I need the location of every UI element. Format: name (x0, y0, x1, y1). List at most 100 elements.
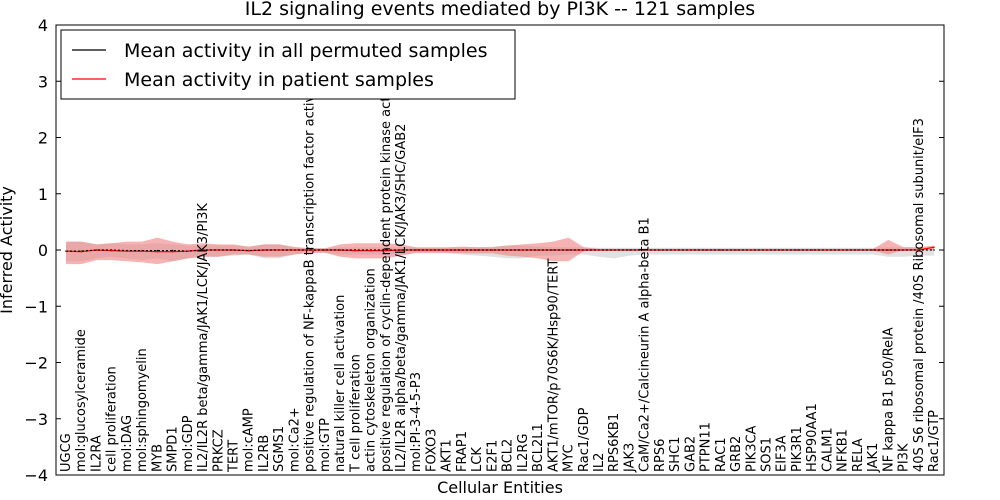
patient-point (720, 249, 722, 251)
y-tick-label: −4 (24, 466, 48, 485)
x-category-label: GRB2 (729, 436, 744, 472)
x-category-label: AKT1/mTOR/p70S6K/Hsp90/TERT (546, 259, 561, 472)
patient-point (765, 249, 768, 251)
x-category-label: SHC1 (668, 437, 683, 472)
x-category-label: BCL2L1 (531, 423, 546, 472)
x-category-label: natural killer cell activation (333, 295, 348, 472)
patient-point (400, 249, 402, 251)
x-category-label: CALM1 (820, 427, 835, 472)
y-tick-label: 3 (38, 72, 48, 91)
patient-point (156, 250, 159, 253)
legend-label-permuted: Mean activity in all permuted samples (124, 40, 487, 62)
patient-point (796, 249, 798, 251)
x-category-label: E2F1 (485, 440, 500, 472)
x-category-label: EIF3A (775, 435, 790, 472)
patient-point (141, 250, 143, 252)
x-category-label: SOS1 (760, 437, 775, 472)
x-category-label: actin cytoskeleton organization (364, 268, 379, 472)
patient-point (704, 249, 707, 251)
x-category-label: IL2RB (257, 435, 272, 472)
x-category-label: Rac1/GDP (577, 407, 592, 472)
x-axis-title: Cellular Entities (437, 478, 563, 497)
x-category-label: Rac1/GTP (927, 410, 942, 472)
patient-point (522, 249, 524, 251)
x-category-label: mol:glucosylceramide (74, 329, 89, 472)
patient-point (263, 249, 265, 251)
x-category-label: PIK3R1 (790, 426, 805, 472)
patient-point (308, 249, 311, 251)
series-lines (65, 246, 935, 253)
x-category-label: mol:GTP (318, 418, 333, 472)
x-category-label: T cell proliferation (348, 354, 363, 473)
patient-point (461, 249, 463, 251)
legend-label-patient: Mean activity in patient samples (124, 69, 434, 91)
y-tick-label: 2 (38, 129, 48, 148)
x-category-label: positive regulation of cyclin-dependent … (379, 69, 394, 472)
confidence-bands (66, 237, 934, 265)
x-category-label: PIK3CA (744, 425, 759, 472)
patient-point (171, 250, 174, 253)
x-category-label: SGMS1 (272, 426, 287, 472)
x-category-label: PI3K (897, 443, 912, 472)
patient-point (598, 249, 600, 251)
x-category-label: GAB2 (683, 436, 698, 472)
x-category-label: mol:cAMP (242, 408, 257, 472)
x-category-label: SMPD1 (166, 426, 181, 472)
patient-point (552, 249, 555, 251)
patient-point (537, 249, 539, 251)
x-category-label: mol:PI-3-4-5-P3 (409, 372, 424, 472)
patient-point (567, 249, 570, 251)
patient-point (232, 249, 235, 251)
patient-point (126, 250, 128, 252)
patient-point (80, 250, 83, 253)
x-category-label: RPS6 (653, 439, 668, 472)
legend: Mean activity in all permuted samples Me… (60, 29, 516, 100)
patient-point (65, 250, 67, 252)
x-category-label: mol:DAG (120, 415, 135, 472)
patient-point (506, 249, 509, 251)
x-category-label: UGCG (59, 433, 74, 472)
patient-point (110, 249, 113, 252)
patient-point (917, 249, 920, 251)
patient-point (872, 249, 874, 251)
x-category-label: IL2/IL2R beta/gamma/JAK1/LCK/JAK3/PI3K (196, 203, 211, 472)
y-axis-title: Inferred Activity (0, 186, 16, 314)
patient-point (811, 249, 813, 251)
x-category-label: FOXO3 (425, 429, 440, 472)
patient-point (750, 249, 753, 251)
x-category-label: mol:GDP (181, 415, 196, 472)
x-category-label: JAK1 (866, 443, 881, 473)
patient-point (415, 249, 418, 251)
permuted-point (933, 249, 935, 251)
patient-point (278, 249, 280, 251)
patient-point (187, 250, 189, 252)
patient-point (476, 249, 478, 251)
x-category-label: PRKCZ (211, 429, 226, 472)
permuted-point (171, 249, 174, 252)
patient-point (247, 249, 250, 252)
patient-point (841, 249, 844, 251)
patient-point (628, 249, 631, 251)
y-tick-label: 0 (38, 241, 48, 260)
patient-point (95, 249, 98, 251)
chart-title: IL2 signaling events mediated by PI3K --… (245, 0, 755, 20)
patient-point (202, 249, 204, 251)
x-category-label: 40S S6 ribosomal protein /40S Ribosomal … (912, 118, 927, 472)
legend-box (60, 29, 516, 100)
patient-point (430, 249, 433, 251)
patient-point (659, 249, 661, 251)
y-tick-label: −3 (24, 410, 48, 429)
y-axis-ticks: −4 −3 −2 −1 0 1 2 3 4 (24, 16, 944, 485)
patient-point (445, 249, 448, 251)
x-category-label: mol:sphingomyelin (135, 348, 150, 472)
x-category-label: PTPN11 (699, 422, 714, 472)
patient-point (354, 249, 357, 252)
y-tick-label: 1 (38, 185, 48, 204)
x-category-label: MYC (562, 444, 577, 472)
patient-point (293, 249, 296, 251)
x-category-label: IL2RA (90, 435, 105, 472)
x-category-label: TERT (227, 440, 242, 473)
patient-point (902, 249, 905, 251)
x-category-label: RPS6KB1 (607, 413, 622, 472)
x-category-label: NF kappa B1 p50/RelA (881, 327, 896, 472)
